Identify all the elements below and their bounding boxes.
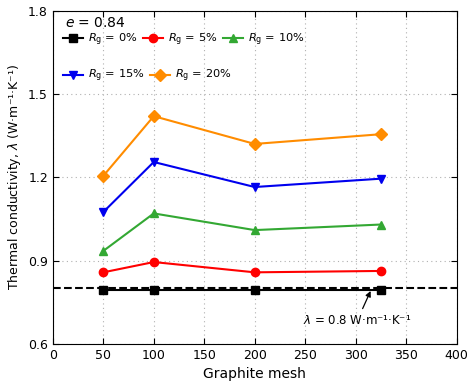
Text: $\lambda$ = 0.8 W·m⁻¹·K⁻¹: $\lambda$ = 0.8 W·m⁻¹·K⁻¹ <box>303 292 411 327</box>
Legend: $R_{\mathrm{g}}$ = 15%, $R_{\mathrm{g}}$ = 20%: $R_{\mathrm{g}}$ = 15%, $R_{\mathrm{g}}$… <box>63 68 232 84</box>
Text: $e$ = 0.84: $e$ = 0.84 <box>65 15 126 29</box>
X-axis label: Graphite mesh: Graphite mesh <box>203 367 306 382</box>
Y-axis label: Thermal conductivity, $\lambda$ (W·m⁻¹·K⁻¹): Thermal conductivity, $\lambda$ (W·m⁻¹·K… <box>6 64 23 290</box>
